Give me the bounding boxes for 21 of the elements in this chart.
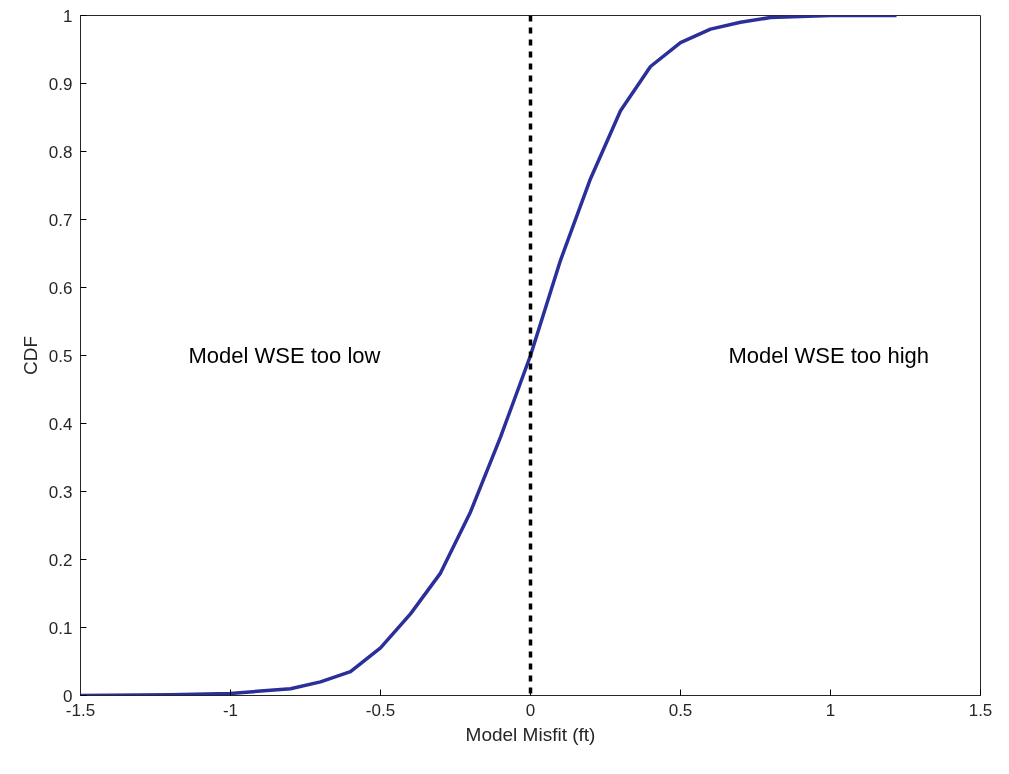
- y-tick-label: 0.6: [48, 278, 73, 298]
- y-tick-label: 0.4: [48, 414, 73, 434]
- y-tick-label: 0.3: [48, 482, 73, 502]
- y-tick-label: 0.9: [48, 74, 73, 94]
- y-axis-title: CDF: [19, 335, 41, 376]
- y-tick-label: 0.1: [48, 618, 73, 638]
- y-tick-label: 0: [63, 686, 73, 706]
- annotation: Model WSE too low: [188, 343, 381, 368]
- x-tick-label: 1.5: [968, 700, 993, 720]
- y-tick-label: 0.5: [48, 346, 73, 366]
- y-tick-label: 0.7: [48, 210, 73, 230]
- annotation: Model WSE too high: [728, 343, 930, 368]
- x-tick-label: 0.5: [668, 700, 693, 720]
- x-tick-label: -1: [222, 700, 239, 720]
- y-tick-label: 0.2: [48, 550, 73, 570]
- x-tick-label: 1: [825, 700, 836, 720]
- x-tick-label: 0: [525, 700, 536, 720]
- y-tick-label: 1: [63, 6, 73, 26]
- x-tick-label: -0.5: [365, 700, 396, 720]
- x-axis-title: Model Misfit (ft): [465, 723, 596, 745]
- y-tick-label: 0.8: [48, 142, 73, 162]
